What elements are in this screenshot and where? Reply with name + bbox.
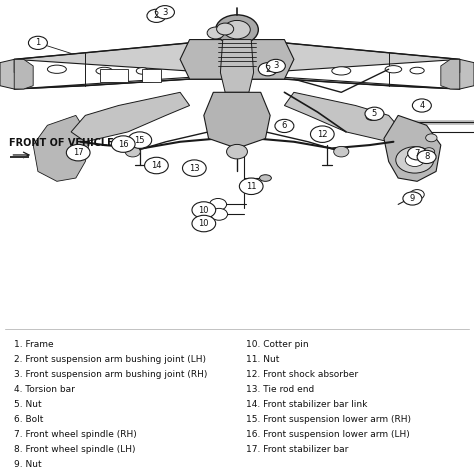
Text: 5. Nut: 5. Nut xyxy=(14,400,42,409)
Circle shape xyxy=(216,15,258,45)
Circle shape xyxy=(266,59,285,73)
Circle shape xyxy=(423,148,435,155)
Circle shape xyxy=(275,119,294,132)
Ellipse shape xyxy=(136,67,148,74)
Circle shape xyxy=(128,132,152,148)
Text: 12: 12 xyxy=(317,130,328,138)
Text: 13: 13 xyxy=(189,163,200,173)
Text: 7. Front wheel spindle (RH): 7. Front wheel spindle (RH) xyxy=(14,430,137,439)
Circle shape xyxy=(192,202,216,218)
Circle shape xyxy=(66,145,90,161)
Text: 10: 10 xyxy=(199,205,209,214)
Text: FRONT OF VEHICLE: FRONT OF VEHICLE xyxy=(9,138,114,148)
Ellipse shape xyxy=(366,114,378,121)
Polygon shape xyxy=(33,115,90,181)
Circle shape xyxy=(155,6,174,19)
Text: 4: 4 xyxy=(419,101,425,110)
Text: 7: 7 xyxy=(414,149,420,158)
Polygon shape xyxy=(384,115,441,181)
Text: 1: 1 xyxy=(35,38,41,48)
Circle shape xyxy=(410,190,424,200)
Circle shape xyxy=(224,20,250,39)
Text: 6. Bolt: 6. Bolt xyxy=(14,415,44,424)
Polygon shape xyxy=(284,92,403,142)
Circle shape xyxy=(239,178,263,195)
Text: 14. Front stabilizer bar link: 14. Front stabilizer bar link xyxy=(246,400,368,409)
Ellipse shape xyxy=(96,67,113,74)
Ellipse shape xyxy=(385,65,401,73)
FancyBboxPatch shape xyxy=(142,69,161,82)
Ellipse shape xyxy=(410,67,424,74)
Text: 10. Cotter pin: 10. Cotter pin xyxy=(246,340,309,349)
Text: 10: 10 xyxy=(199,219,209,228)
Text: 1. Frame: 1. Frame xyxy=(14,340,54,349)
Text: 5: 5 xyxy=(372,109,377,118)
Circle shape xyxy=(145,157,168,174)
Text: 14: 14 xyxy=(151,161,162,170)
Text: 2. Front suspension arm bushing joint (LH): 2. Front suspension arm bushing joint (L… xyxy=(14,355,206,364)
Circle shape xyxy=(227,145,247,159)
Circle shape xyxy=(426,134,437,142)
Polygon shape xyxy=(450,59,474,89)
FancyBboxPatch shape xyxy=(100,69,128,82)
Circle shape xyxy=(125,146,140,157)
Circle shape xyxy=(412,99,431,112)
Text: 2: 2 xyxy=(154,11,159,20)
Circle shape xyxy=(192,215,216,232)
Ellipse shape xyxy=(259,175,271,181)
Text: 8. Front wheel spindle (LH): 8. Front wheel spindle (LH) xyxy=(14,445,136,454)
Circle shape xyxy=(403,192,422,205)
Text: 16: 16 xyxy=(118,139,128,148)
Circle shape xyxy=(417,150,436,163)
Text: 17: 17 xyxy=(73,148,83,157)
Text: 11. Nut: 11. Nut xyxy=(246,355,280,364)
Text: 17. Front stabilizer bar: 17. Front stabilizer bar xyxy=(246,445,349,454)
Text: 15. Front suspension lower arm (RH): 15. Front suspension lower arm (RH) xyxy=(246,415,411,424)
Polygon shape xyxy=(220,40,254,92)
Circle shape xyxy=(147,9,166,23)
Text: 16. Front suspension lower arm (LH): 16. Front suspension lower arm (LH) xyxy=(246,430,410,439)
Text: 3: 3 xyxy=(162,8,168,16)
Text: 2: 2 xyxy=(265,65,271,74)
Polygon shape xyxy=(10,156,29,158)
Circle shape xyxy=(182,160,206,177)
Circle shape xyxy=(334,146,349,157)
Polygon shape xyxy=(71,92,190,142)
Text: 11: 11 xyxy=(246,182,256,191)
Text: 12. Front shock absorber: 12. Front shock absorber xyxy=(246,370,359,379)
Circle shape xyxy=(210,198,227,211)
Text: 13. Tie rod end: 13. Tie rod end xyxy=(246,385,315,394)
Ellipse shape xyxy=(47,65,66,73)
Circle shape xyxy=(111,136,135,152)
Ellipse shape xyxy=(332,67,351,75)
Text: 6: 6 xyxy=(282,122,287,130)
Circle shape xyxy=(258,63,277,76)
Text: 4. Torsion bar: 4. Torsion bar xyxy=(14,385,75,394)
Text: 3: 3 xyxy=(273,61,279,71)
Polygon shape xyxy=(0,59,24,89)
Polygon shape xyxy=(14,43,460,89)
Circle shape xyxy=(396,147,434,173)
Circle shape xyxy=(207,27,224,39)
Text: 9. Nut: 9. Nut xyxy=(14,460,42,469)
Text: 15: 15 xyxy=(135,136,145,145)
Circle shape xyxy=(28,36,47,49)
Polygon shape xyxy=(14,59,33,89)
Circle shape xyxy=(217,23,234,35)
Text: 8: 8 xyxy=(424,153,429,162)
Text: 9: 9 xyxy=(410,194,415,203)
Polygon shape xyxy=(180,40,294,79)
Polygon shape xyxy=(204,92,270,148)
Circle shape xyxy=(310,126,334,142)
Polygon shape xyxy=(441,59,460,89)
Circle shape xyxy=(408,147,427,160)
Circle shape xyxy=(210,208,228,220)
Circle shape xyxy=(405,154,424,166)
Text: 3. Front suspension arm bushing joint (RH): 3. Front suspension arm bushing joint (R… xyxy=(14,370,208,379)
Circle shape xyxy=(365,107,384,121)
